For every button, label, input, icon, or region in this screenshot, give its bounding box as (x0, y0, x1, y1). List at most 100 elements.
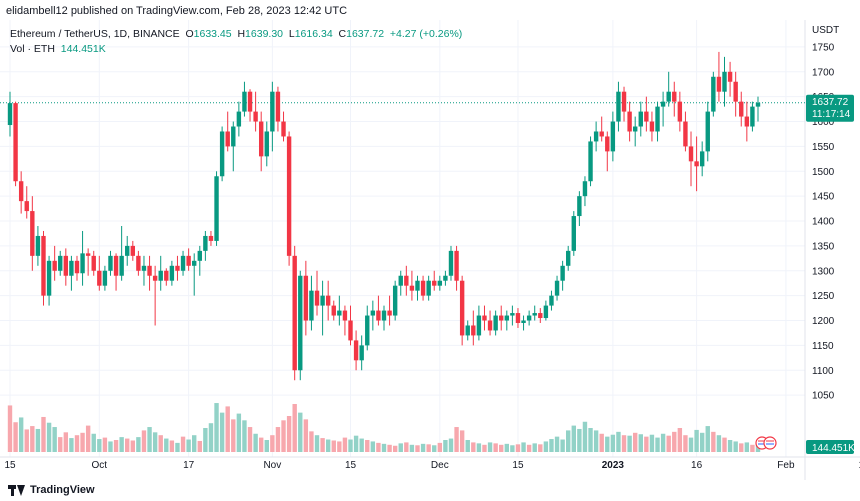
candle-up[interactable] (476, 315, 482, 336)
candle-up[interactable] (415, 280, 420, 291)
candle-up[interactable] (242, 91, 247, 112)
candle-down[interactable] (136, 255, 141, 271)
candle-up[interactable] (705, 111, 710, 152)
candle-down[interactable] (18, 181, 24, 202)
candle-down[interactable] (744, 116, 750, 127)
candle-down[interactable] (292, 255, 297, 371)
candle-down[interactable] (649, 121, 655, 132)
candle-up[interactable] (632, 126, 638, 132)
candle-up[interactable] (203, 235, 208, 251)
symbol-name[interactable]: Ethereum / TetherUS, 1D, BINANCE (10, 28, 180, 40)
candle-up[interactable] (102, 270, 108, 286)
candle-up[interactable] (543, 305, 549, 319)
candle-down[interactable] (432, 280, 437, 286)
candle-down[interactable] (348, 320, 353, 341)
candle-up[interactable] (526, 315, 532, 321)
candle-down[interactable] (454, 250, 459, 281)
candle-up[interactable] (711, 76, 716, 112)
candle-up[interactable] (666, 91, 671, 102)
candle-down[interactable] (716, 76, 722, 92)
candle-down[interactable] (258, 121, 264, 157)
candle-up[interactable] (655, 106, 660, 132)
candle-down[interactable] (281, 121, 286, 137)
candle-down[interactable] (387, 310, 392, 316)
candle-down[interactable] (420, 280, 426, 296)
candle-down[interactable] (225, 131, 230, 147)
candle-up[interactable] (610, 121, 616, 152)
candle-up[interactable] (521, 320, 526, 323)
candle-up[interactable] (426, 280, 431, 296)
candle-down[interactable] (303, 275, 309, 321)
candle-down[interactable] (644, 111, 649, 122)
candle-down[interactable] (353, 340, 359, 361)
candle-down[interactable] (85, 253, 91, 256)
candle-down[interactable] (186, 255, 191, 266)
candle-up[interactable] (722, 71, 727, 92)
candle-down[interactable] (404, 275, 409, 286)
candle-up[interactable] (660, 101, 666, 107)
candle-up[interactable] (46, 260, 52, 296)
candle-up[interactable] (577, 196, 582, 217)
candle-up[interactable] (125, 245, 130, 256)
candle-down[interactable] (471, 325, 476, 336)
candle-up[interactable] (270, 91, 275, 132)
candle-up[interactable] (381, 310, 387, 321)
candle-up[interactable] (504, 315, 510, 321)
candle-down[interactable] (409, 285, 415, 291)
chart-area[interactable]: 1050 1100 1150 1200 1250 1300 1350 1400 1450 1500… (0, 20, 860, 480)
candle-up[interactable] (298, 275, 303, 371)
candle-up[interactable] (236, 111, 242, 127)
candle-up[interactable] (750, 106, 755, 127)
candle-up[interactable] (616, 91, 621, 122)
candle-up[interactable] (359, 345, 364, 361)
candle-down[interactable] (459, 280, 465, 336)
candle-down[interactable] (672, 91, 677, 102)
candle-down[interactable] (677, 101, 683, 122)
candle-down[interactable] (342, 310, 348, 321)
candle-up[interactable] (554, 280, 560, 296)
candle-up[interactable] (158, 270, 163, 281)
candle-down[interactable] (30, 211, 35, 256)
candle-up[interactable] (197, 250, 202, 261)
candle-down[interactable] (286, 136, 292, 256)
candle-up[interactable] (214, 176, 219, 241)
candle-down[interactable] (482, 315, 487, 321)
candle-down[interactable] (130, 245, 136, 256)
candle-up[interactable] (493, 315, 498, 331)
candle-down[interactable] (247, 91, 253, 112)
candle-down[interactable] (13, 103, 18, 182)
candle-down[interactable] (331, 305, 336, 316)
candle-up[interactable] (549, 295, 554, 306)
candle-down[interactable] (74, 260, 80, 274)
candle-down[interactable] (97, 270, 102, 286)
candle-up[interactable] (638, 111, 643, 127)
candle-up[interactable] (309, 290, 314, 321)
candle-down[interactable] (208, 235, 214, 241)
volume-label[interactable]: Vol · ETH (10, 43, 55, 55)
candle-down[interactable] (113, 255, 119, 276)
candle-up[interactable] (392, 285, 398, 316)
candle-down[interactable] (325, 295, 331, 306)
candle-up[interactable] (560, 265, 565, 281)
candle-up[interactable] (320, 295, 325, 306)
candle-up[interactable] (7, 103, 13, 126)
candle-up[interactable] (80, 253, 85, 274)
candle-down[interactable] (733, 81, 738, 102)
candle-up[interactable] (337, 310, 342, 316)
candle-up[interactable] (35, 235, 41, 256)
candle-up[interactable] (141, 265, 147, 271)
candle-up[interactable] (58, 255, 63, 271)
candle-up[interactable] (192, 260, 197, 266)
candle-up[interactable] (593, 131, 599, 142)
candle-up[interactable] (465, 325, 470, 336)
candle-down[interactable] (538, 313, 543, 319)
candle-up[interactable] (437, 280, 443, 286)
candle-down[interactable] (683, 121, 688, 147)
candle-down[interactable] (314, 290, 320, 306)
candle-down[interactable] (376, 310, 381, 321)
candle-down[interactable] (694, 161, 699, 167)
candle-down[interactable] (515, 313, 521, 323)
candle-up[interactable] (571, 216, 576, 251)
candle-up[interactable] (365, 315, 370, 346)
candle-up[interactable] (398, 275, 403, 286)
